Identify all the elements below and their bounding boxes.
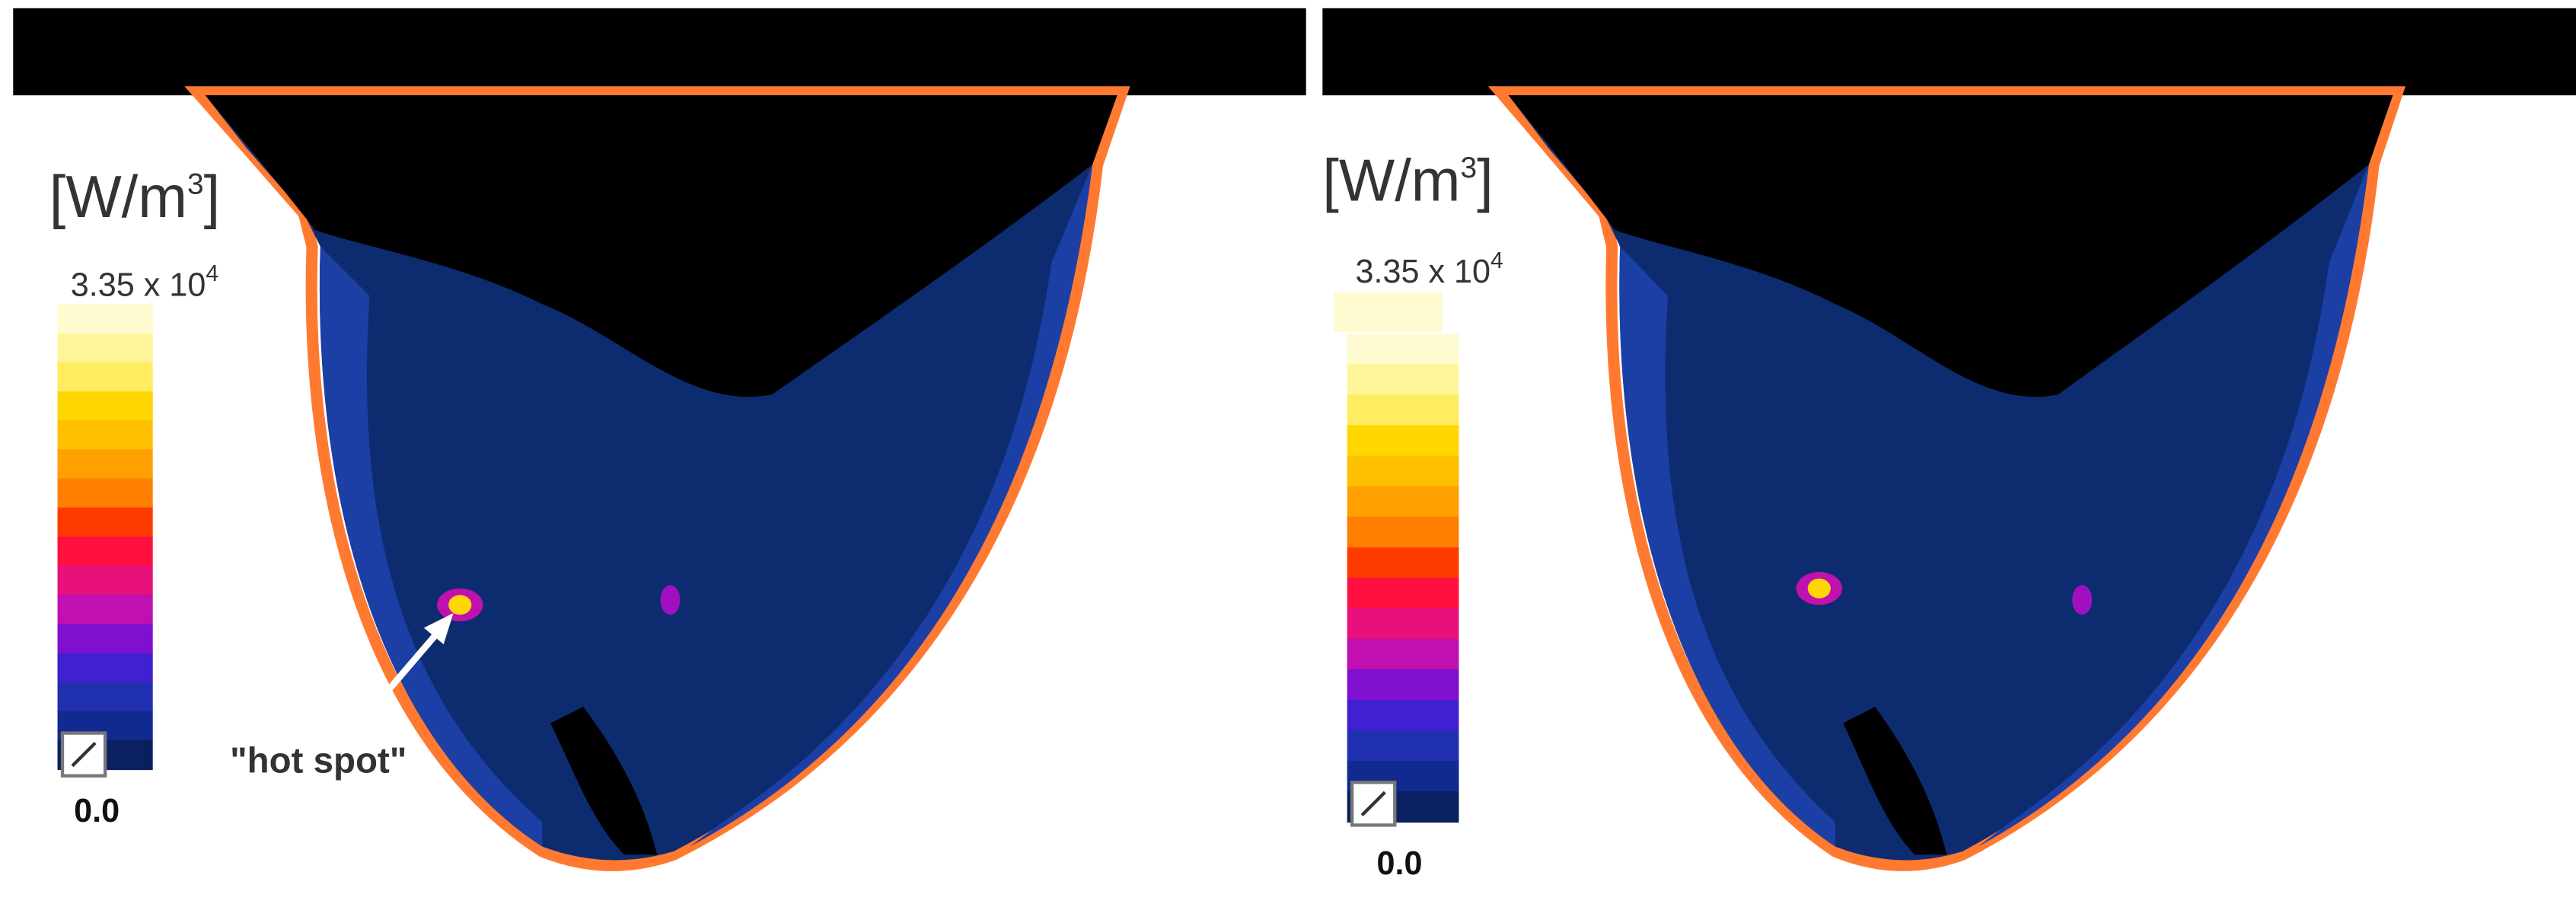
colorbar-band [57,449,153,480]
warm-spot [660,585,681,615]
bowl-left-band [1619,246,1835,847]
colorbar-band [1347,699,1459,731]
hot-spot [448,595,472,615]
panel: [W/m3] 3.35 x 104 0.0 [1309,0,2576,904]
colorbar-band [57,565,153,596]
colorbar-band [57,507,153,538]
colorbar-band [1347,669,1459,701]
colorbar-band [57,682,153,712]
colorbar-band [57,333,153,363]
unit-base: [W/m [49,165,187,230]
colorbar-band [1347,395,1459,426]
colorbar-band [57,478,153,509]
unit-exponent: 3 [187,168,204,201]
colorbar-cap [1334,292,1443,332]
bowl-dark-interior [1508,95,2393,398]
max-label: 3.35 x 104 [71,261,218,303]
colorbar-band [1347,455,1459,487]
top-region [13,8,1306,96]
annotation-arrow-head [423,613,454,645]
colorbar-band [1347,516,1459,548]
colorbar-band [1347,425,1459,457]
colorbar-band [57,536,153,567]
unit-base: [W/m [1322,148,1460,213]
warm-spot [2072,585,2093,615]
colorbar-band [57,391,153,422]
colorbar-band [57,304,153,334]
min-label: 0.0 [1377,845,1423,882]
max-mantissa: 3.35 x 10 [71,267,206,303]
unit-label: [W/m3] [1322,148,1493,213]
colorbar-band [1347,364,1459,396]
annotation-arrow-line [378,627,443,701]
top-region [1322,8,2576,96]
bowl-left-band [319,246,543,847]
colorbar-band [1347,730,1459,762]
max-exponent: 4 [1490,248,1503,273]
max-mantissa: 3.35 x 10 [1355,254,1490,290]
colorbar-band [1347,486,1459,518]
nodata-slash [1360,791,1386,816]
hot-spot [1807,578,1831,599]
colorbar-band [1347,547,1459,579]
colorbar-band [1347,608,1459,640]
colorbar-band [1347,638,1459,670]
bowl-dark-lower [1843,707,1947,855]
panel: [W/m3] 3.35 x 104 0.0 "hot spot" [13,8,1306,871]
bowl-dark-lower [550,707,658,855]
min-label: 0.0 [74,793,120,829]
colorbar-band [57,594,153,625]
colorbar-band [57,653,153,683]
max-exponent: 4 [206,261,218,286]
unit-close: ] [204,165,221,230]
colorbar-band [1347,577,1459,609]
colorbar-band [57,420,153,451]
max-label: 3.35 x 104 [1355,248,1503,290]
unit-exponent: 3 [1461,152,1478,184]
bowl-edge [1487,86,2406,871]
bowl-dark-interior [205,95,1117,398]
unit-close: ] [1477,148,1494,213]
colorbar-band [57,362,153,392]
colorbar-band [1347,334,1459,366]
nodata-slash [71,741,97,768]
annotation: "hot spot" [230,740,406,781]
bowl-edge [184,86,1130,871]
colorbar-band [57,624,153,654]
unit-label: [W/m3] [49,165,220,230]
